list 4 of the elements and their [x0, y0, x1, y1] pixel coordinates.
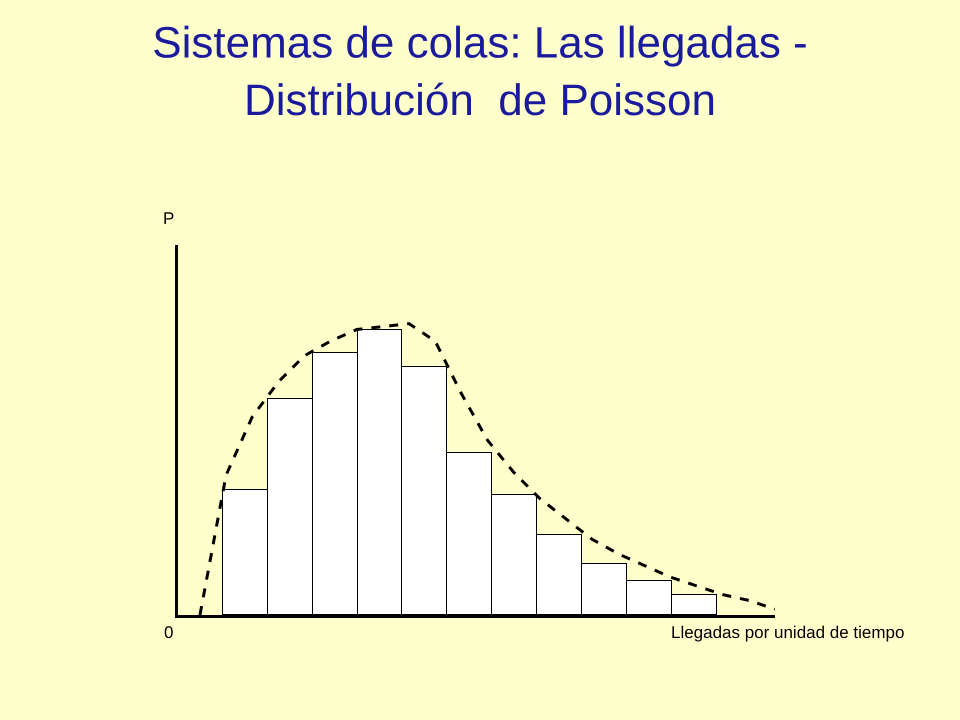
chart-title: Sistemas de colas: Las llegadas - Distribución de Poisson	[152, 18, 808, 125]
x-axis-title: Llegadas por unidad de tiempo	[671, 623, 904, 642]
text: 0	[164, 623, 174, 642]
y-axis-title: P	[163, 209, 174, 228]
